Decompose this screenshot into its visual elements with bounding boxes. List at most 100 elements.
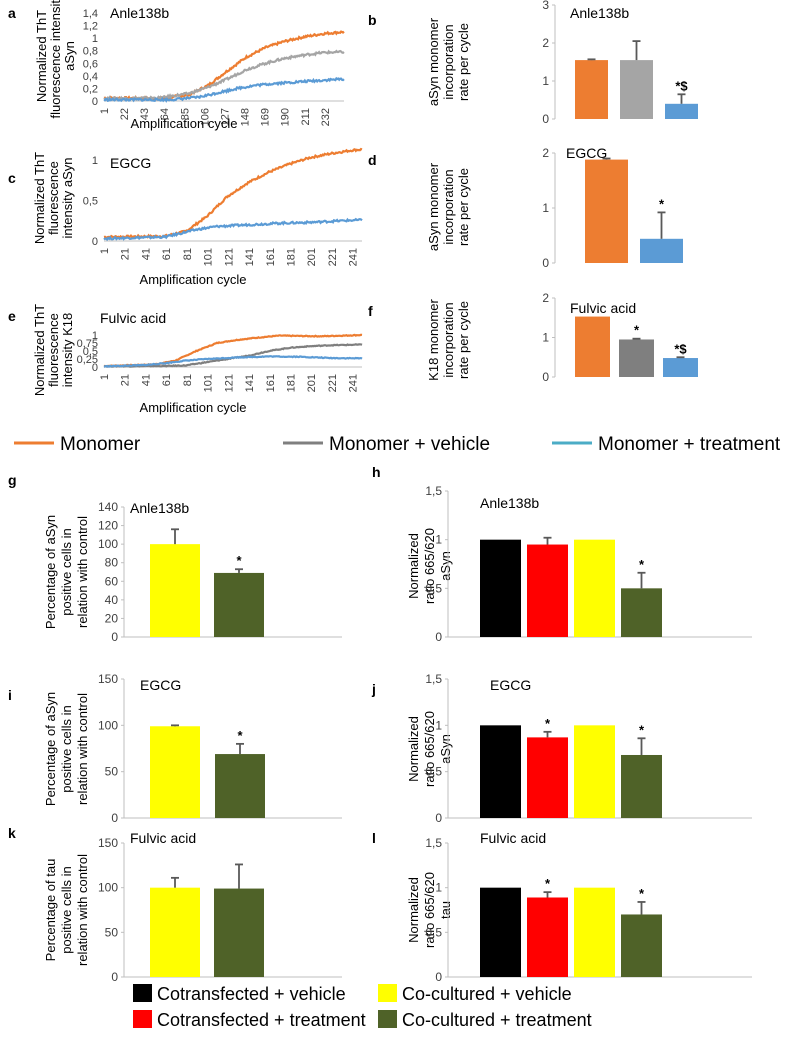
y-axis-label-line: Percentage of aSyn [43,692,58,806]
y-tick-label: 0 [111,811,118,825]
panel-title: Fulvic acid [570,300,636,316]
y-tick-label: 0,5 [83,346,98,358]
x-tick-label: 181 [286,374,298,392]
x-tick-label: 127 [219,108,231,126]
y-axis-label-line: rate per cycle [456,168,471,246]
significance-label: * [639,722,645,737]
x-tick-label: 232 [320,108,332,126]
chart-g: g Anle138b Percentage of aSynpositive cell… [8,472,342,644]
y-tick-label: 50 [105,925,119,939]
panel-letter-k: k [8,825,16,841]
bar [215,754,265,818]
panel-title: Anle138b [480,495,539,511]
y-tick-label: 60 [105,574,119,588]
bar [480,725,521,818]
x-tick-label: 181 [286,248,298,266]
x-tick-label: 161 [265,248,277,266]
y-axis-label-line: rate per cycle [456,23,471,101]
y-tick-label: 0 [435,630,442,644]
y-axis-label-line: intensity K18 [60,313,75,387]
panel-title: EGCG [140,677,181,693]
legend-swatch [378,984,397,1002]
x-tick-label: 241 [348,374,360,392]
x-tick-label: 161 [265,374,277,392]
y-axis-label-line: positive cells in [59,528,74,615]
bar [665,103,698,119]
y-tick-label: 1,4 [83,8,98,20]
y-tick-label: 100 [98,718,118,732]
panel-title: Anle138b [110,5,169,21]
x-tick-label: 21 [120,374,132,386]
y-axis-label-line: ratio 665/620 [422,711,437,787]
x-tick-label: 101 [203,374,215,392]
y-tick-label: 1 [435,881,442,895]
significance-label: * [659,196,665,211]
x-tick-label: 101 [203,248,215,266]
chart-l: l Fulvic acid Normalizedratio 665/620tau 0 0… [372,830,752,984]
legend-bottom: Cotransfected + vehicle Co-cultured + veh… [133,984,592,1030]
y-tick-label: 0,8 [83,46,98,58]
y-tick-label: 1 [435,718,442,732]
chart-j: j EGCG Normalizedratio 665/620aSyn 0 0,5 1 1,5… [371,672,752,825]
y-tick-label: 20 [105,611,119,625]
y-tick-label: 1 [542,201,549,215]
y-tick-label: 0,6 [83,58,98,70]
panel-title: EGCG [110,155,151,171]
panel-letter-l: l [372,830,376,846]
y-axis-label-line: positive cells in [59,866,74,953]
y-tick-label: 0 [542,112,549,126]
y-tick-label: 0,5 [83,196,98,208]
panel-letter-f: f [368,303,373,319]
x-tick-label: 81 [182,374,194,386]
x-tick-label: 41 [140,374,152,386]
bar [621,914,662,977]
y-tick-label: 1 [542,74,549,88]
y-tick-label: 0,5 [425,925,442,939]
panel-letter-j: j [371,681,376,697]
y-tick-label: 0,4 [83,71,98,83]
panel-title: Anle138b [130,500,189,516]
x-tick-label: 61 [161,374,173,386]
y-tick-label: 0 [111,970,118,984]
bar [527,737,568,818]
significance-label: * [545,876,551,891]
chart-f: f Fulvic acid K18 monomerincorporationrate… [368,291,698,384]
x-tick-label: 141 [244,248,256,266]
series-line [103,343,363,368]
x-tick-label: 61 [161,248,173,260]
panel-letter-a: a [8,5,16,21]
y-axis-label: aSyn monomerincorporationrate per cycle [426,162,471,251]
legend-label: Co-cultured + vehicle [402,984,572,1004]
series-line [103,49,345,102]
y-axis-label-line: Normalized ThT [34,10,49,102]
chart-h: h Anle138b Normalizedratio 665/620aSyn 0 0,5… [372,464,752,644]
panel-title: Fulvic acid [480,830,546,846]
y-tick-label: 0,75 [77,338,98,350]
panel-letter-g: g [8,472,17,488]
bar [621,588,662,637]
x-tick-label: 81 [182,248,194,260]
legend-swatch [378,1010,397,1028]
y-tick-label: 0 [92,362,98,374]
y-tick-label: 1 [92,330,98,342]
y-tick-label: 100 [98,881,118,895]
x-tick-label: 169 [260,108,272,126]
y-axis-label-line: aSyn [438,551,453,581]
y-axis-label-line: Percentage of tau [43,859,58,962]
y-tick-label: 140 [98,500,118,514]
y-tick-label: 0 [435,811,442,825]
y-axis-label-line: fluorescence intensity [48,0,63,119]
series-line [103,217,363,241]
x-tick-label: 64 [159,108,171,120]
x-axis-label: Amplification cycle [140,400,247,415]
y-axis-label-line: relation with control [75,854,90,966]
x-tick-label: 85 [179,108,191,120]
y-axis-label-line: Percentage of aSyn [43,515,58,629]
legend-swatch [133,1010,152,1028]
y-tick-label: 40 [105,593,119,607]
bar [663,358,698,377]
chart-i: i EGCG Percentage of aSynpositive cells in… [8,672,342,825]
bar [150,887,200,977]
bar [527,544,568,637]
series-line [103,30,345,101]
